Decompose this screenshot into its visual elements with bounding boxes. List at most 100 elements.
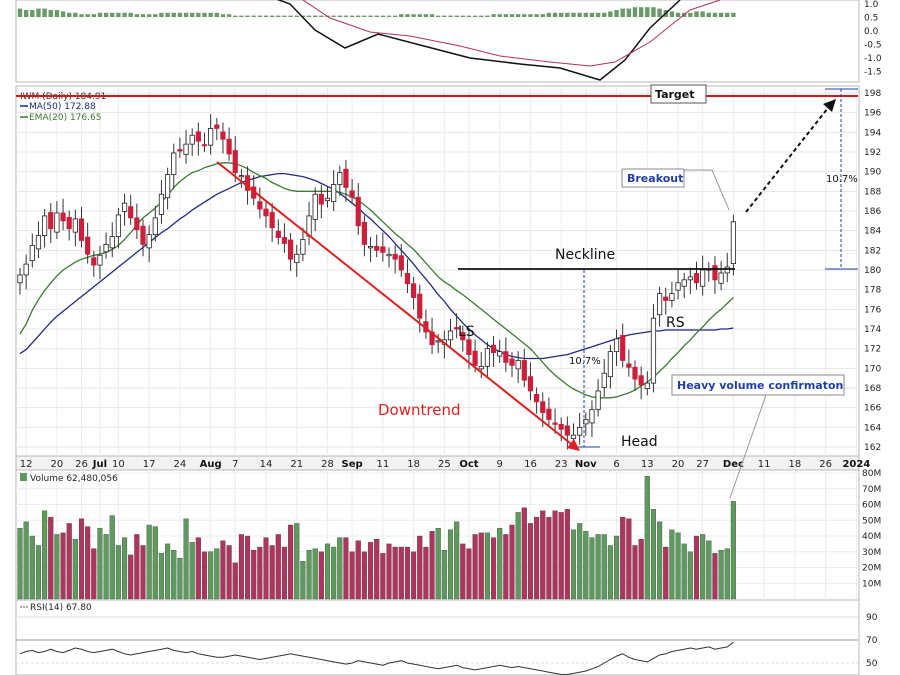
candle-body (620, 334, 626, 361)
date-tick-label: 27 (696, 459, 709, 470)
candle-body (447, 330, 454, 341)
candle-body (337, 172, 343, 185)
macd-histogram-bar (712, 12, 718, 17)
volume-bar (349, 551, 355, 600)
candle-body (355, 196, 361, 227)
volume-bar (669, 529, 675, 600)
volume-bar (472, 534, 478, 600)
candle-body (103, 244, 109, 253)
macd-histogram-bar (214, 12, 219, 17)
volume-bar (42, 510, 48, 600)
volume-bar (429, 531, 435, 600)
candle-body (226, 138, 232, 155)
projection-arrowhead (823, 99, 836, 112)
macd-histogram-bar (165, 12, 170, 17)
volume-bar (398, 546, 404, 600)
volume-bar (380, 553, 386, 600)
macd-histogram-bar (356, 15, 361, 17)
volume-bar (589, 537, 595, 600)
candle-body (42, 215, 48, 236)
volume-bar (564, 509, 570, 600)
candle-body (115, 214, 121, 237)
macd-histogram-bar (60, 11, 66, 17)
volume-bar (54, 534, 60, 600)
price-tick-label: 186 (864, 207, 881, 217)
date-tick-label: 14 (260, 459, 273, 470)
macd-tick-label: 1.0 (864, 0, 879, 10)
heavy-volume-callout: Heavy volume confirmaton (677, 379, 843, 392)
macd-histogram-bar (263, 15, 269, 17)
macd-histogram-bar (226, 14, 232, 17)
volume-bar (331, 546, 337, 600)
candle-body (466, 339, 472, 355)
macd-histogram-bar (602, 12, 607, 17)
volume-bars (17, 475, 736, 600)
macd-histogram-bar (349, 15, 355, 17)
candle-body (724, 266, 730, 274)
macd-histogram-bar (48, 10, 53, 17)
candle-body (361, 221, 368, 245)
macd-histogram-bar (146, 14, 152, 17)
candle-body (177, 149, 183, 152)
macd-histogram-bar (675, 12, 681, 17)
volume-bar (300, 561, 306, 600)
candle-body (669, 293, 675, 301)
candle-body (577, 426, 583, 436)
price-tick-label: 164 (864, 423, 881, 433)
price-tick-label: 178 (864, 286, 881, 296)
candle-body (183, 143, 189, 155)
macd-histogram-bar (23, 10, 29, 17)
macd-histogram-bar (269, 15, 275, 17)
macd-histogram-bar (251, 15, 256, 17)
candle-body (478, 365, 484, 370)
date-tick-label: 25 (438, 459, 451, 470)
date-tick-label: 28 (321, 459, 334, 470)
candle-body (650, 317, 657, 384)
volume-bar (441, 550, 447, 600)
volume-bar (275, 534, 281, 600)
axis-ticks: 1621641661681701721741761781801821841861… (20, 0, 882, 669)
date-tick-label: 24 (174, 459, 187, 470)
macd-histogram-bar (485, 15, 490, 17)
volume-legend: Volume 62,480,056 (30, 474, 118, 484)
volume-bar (128, 554, 134, 600)
candle-body (48, 212, 54, 230)
volume-bar (48, 516, 54, 600)
macd-histogram-bar (313, 15, 318, 17)
volume-bar (122, 537, 128, 600)
volume-bar (85, 526, 91, 600)
candle-body (638, 375, 644, 386)
volume-bar (577, 523, 583, 600)
price-tick-label: 196 (864, 109, 881, 119)
macd-histogram-bar (491, 14, 496, 17)
price-tick-label: 198 (864, 89, 881, 99)
volume-bar (269, 545, 275, 600)
volume-bar (435, 527, 441, 600)
candle-body (367, 245, 374, 249)
volume-bar (109, 515, 115, 600)
neckline-label: Neckline (555, 247, 615, 263)
projection-arrow (745, 107, 829, 213)
date-tick-label: 20 (672, 459, 685, 470)
candle-body (613, 338, 620, 353)
candle-body (72, 218, 78, 233)
candle-body (158, 193, 165, 215)
macd-indicator (17, 0, 736, 81)
volume-bar (620, 516, 626, 600)
date-tick-label: 16 (524, 459, 537, 470)
macd-histogram-bar (534, 14, 539, 17)
volume-bar (490, 537, 497, 600)
volume-bar (583, 531, 589, 600)
volume-bar (515, 512, 521, 600)
target-label-box (650, 84, 707, 104)
measured-pct-left: 10.7% (569, 356, 601, 367)
candle-body (700, 269, 706, 287)
volume-bar (201, 551, 208, 600)
macd-histogram-bar (171, 12, 176, 17)
macd-histogram-bar (36, 8, 41, 17)
macd-histogram-bar (620, 8, 625, 17)
candle-body (570, 434, 577, 440)
volume-bar (195, 537, 201, 600)
volume-bar (238, 534, 244, 600)
